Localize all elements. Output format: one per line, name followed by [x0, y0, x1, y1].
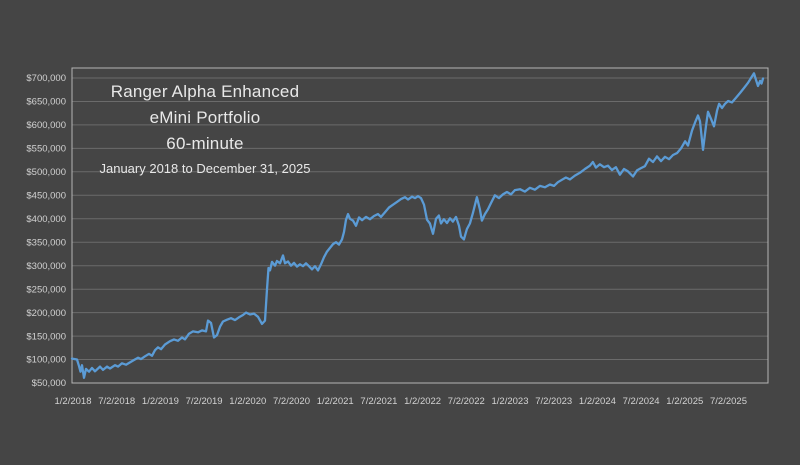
y-axis-tick-label: $600,000: [26, 120, 66, 131]
y-axis-tick-label: $350,000: [26, 237, 66, 248]
x-axis-tick-label: 1/2/2021: [317, 396, 354, 407]
y-axis-tick-label: $650,000: [26, 97, 66, 108]
plot-border-rect: [71, 67, 769, 384]
x-axis-tick-label: 1/2/2019: [142, 396, 179, 407]
y-axis-tick-label: $100,000: [26, 355, 66, 366]
x-axis-tick-label: 7/2/2018: [98, 396, 135, 407]
x-axis-tick-label: 7/2/2021: [360, 396, 397, 407]
x-axis-tick-label: 7/2/2022: [448, 396, 485, 407]
x-axis-tick-label: 1/2/2023: [492, 396, 529, 407]
x-axis-tick-label: 7/2/2025: [710, 396, 747, 407]
x-axis-tick-label: 1/2/2018: [55, 396, 92, 407]
x-axis-tick-label: 1/2/2022: [404, 396, 441, 407]
x-axis-tick-label: 1/2/2025: [666, 396, 703, 407]
y-axis-tick-label: $250,000: [26, 284, 66, 295]
equity-line: [70, 72, 765, 379]
x-axis-labels: 1/2/2018 7/2/2018 1/2/2019 7/2/2019 1/2/2020…: [55, 396, 747, 407]
y-axis-tick-label: $550,000: [26, 144, 66, 155]
equity-line-series: [70, 72, 765, 379]
x-axis-tick-label: 7/2/2023: [535, 396, 572, 407]
y-axis-tick-label: $450,000: [26, 191, 66, 202]
gridlines: [72, 77, 768, 360]
x-axis-tick-label: 7/2/2020: [273, 396, 310, 407]
y-axis-tick-label: $400,000: [26, 214, 66, 225]
y-axis-labels: $50,000 $100,000 $150,000 $200,000 $250,000 $…: [26, 73, 66, 389]
x-axis-tick-label: 1/2/2024: [579, 396, 616, 407]
y-axis-tick-label: $50,000: [32, 378, 66, 389]
x-axis-tick-label: 7/2/2024: [623, 396, 660, 407]
y-axis-tick-label: $700,000: [26, 73, 66, 84]
y-axis-tick-label: $500,000: [26, 167, 66, 178]
y-axis-tick-label: $200,000: [26, 308, 66, 319]
y-axis-tick-label: $150,000: [26, 331, 66, 342]
plot-border: [71, 67, 769, 384]
x-axis-tick-label: 7/2/2019: [186, 396, 223, 407]
x-axis-tick-label: 1/2/2020: [229, 396, 266, 407]
y-axis-tick-label: $300,000: [26, 261, 66, 272]
